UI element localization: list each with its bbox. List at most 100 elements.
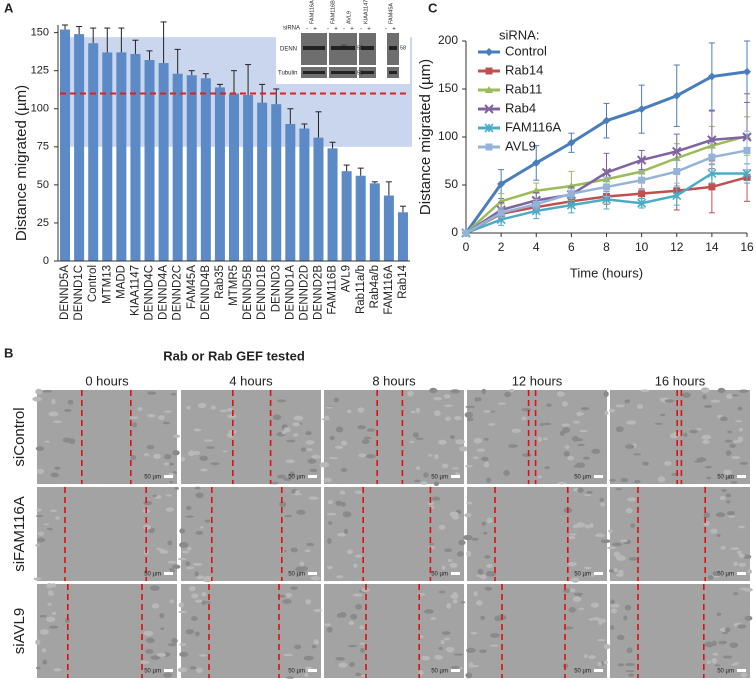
cell [725,493,732,498]
micrograph-bg [467,584,607,678]
cell [195,575,205,580]
cell [483,410,492,413]
cell [437,439,447,445]
cell [522,453,532,457]
cell [137,406,143,412]
data-point [672,146,682,157]
data-point [567,190,575,198]
cell [431,496,441,501]
data-point [742,168,752,179]
cell [326,512,337,516]
cell [562,427,571,434]
data-point [708,153,716,161]
cell [586,490,593,494]
cell [465,464,473,468]
cell [603,391,609,398]
cell [625,507,633,514]
marker-label: 80 [341,44,347,50]
legend-label: Rab4 [505,100,536,115]
micrograph: 50 µm [177,584,322,679]
cell [458,539,466,546]
cell [613,551,621,558]
legend-label: Rab11 [505,81,542,96]
cell [711,657,718,664]
legend-title: siRNA: [499,27,539,42]
micrograph-bg [37,487,177,581]
cell [153,453,161,460]
cell [277,399,286,403]
cell [53,668,62,672]
band [361,46,374,50]
cell [589,522,594,528]
cell [738,553,745,559]
cell [319,462,330,468]
data-point [672,190,682,201]
micrograph: 50 µm [324,487,466,581]
cell [222,450,228,453]
cell [731,394,739,397]
cell [465,405,475,409]
cell [579,429,588,433]
cell [187,547,192,551]
cell [736,550,742,555]
inset-label: siRNA [283,26,300,32]
cell [563,451,570,457]
cell [542,437,548,441]
data-point [567,138,576,147]
cell [606,546,616,550]
cell [152,494,158,497]
cell [143,452,150,457]
cell [412,432,419,438]
cell [473,591,478,597]
cell [600,539,611,544]
lane-sign: + [392,27,396,33]
cell [35,388,43,395]
x-tick-label: 2 [498,240,505,254]
y-tick-label: 125 [31,65,49,77]
cell [363,436,372,440]
cell [722,631,728,635]
cell [486,517,493,524]
cell [571,435,579,442]
data-point [532,200,540,208]
micrograph: 50 µm [177,486,321,583]
cell [509,389,515,392]
cell [729,642,739,648]
cell [440,639,445,645]
scale-bar [594,475,603,478]
cell [727,476,734,479]
cell [36,468,45,474]
y-tick-label: 75 [37,141,49,153]
cell [334,445,344,450]
cell [458,446,468,452]
cell [597,661,602,667]
cell [423,472,429,478]
cell [430,617,437,620]
x-tick-label: FAM45A [186,265,198,309]
cell [494,615,503,622]
bar [200,78,211,262]
row-label: siControl [11,407,28,466]
cell [50,509,58,513]
x-tick-label: Rab14 [397,264,409,298]
x-tick-label: DENND2B [313,265,325,320]
cell [335,500,342,506]
cell [284,514,292,518]
cell [355,554,363,558]
x-tick-label: Rab35 [214,265,226,299]
cell [357,407,365,413]
cell [642,461,649,466]
x-tick-label: 4 [533,240,540,254]
cell [357,425,366,430]
cell [194,631,200,637]
cell [729,443,736,449]
cell [429,542,435,546]
cell [575,462,586,468]
bar [102,52,113,262]
cell [46,616,56,623]
cell [203,578,212,583]
cell [546,403,552,408]
cell [348,620,355,626]
x-tick-label: DENND5A [59,265,71,320]
